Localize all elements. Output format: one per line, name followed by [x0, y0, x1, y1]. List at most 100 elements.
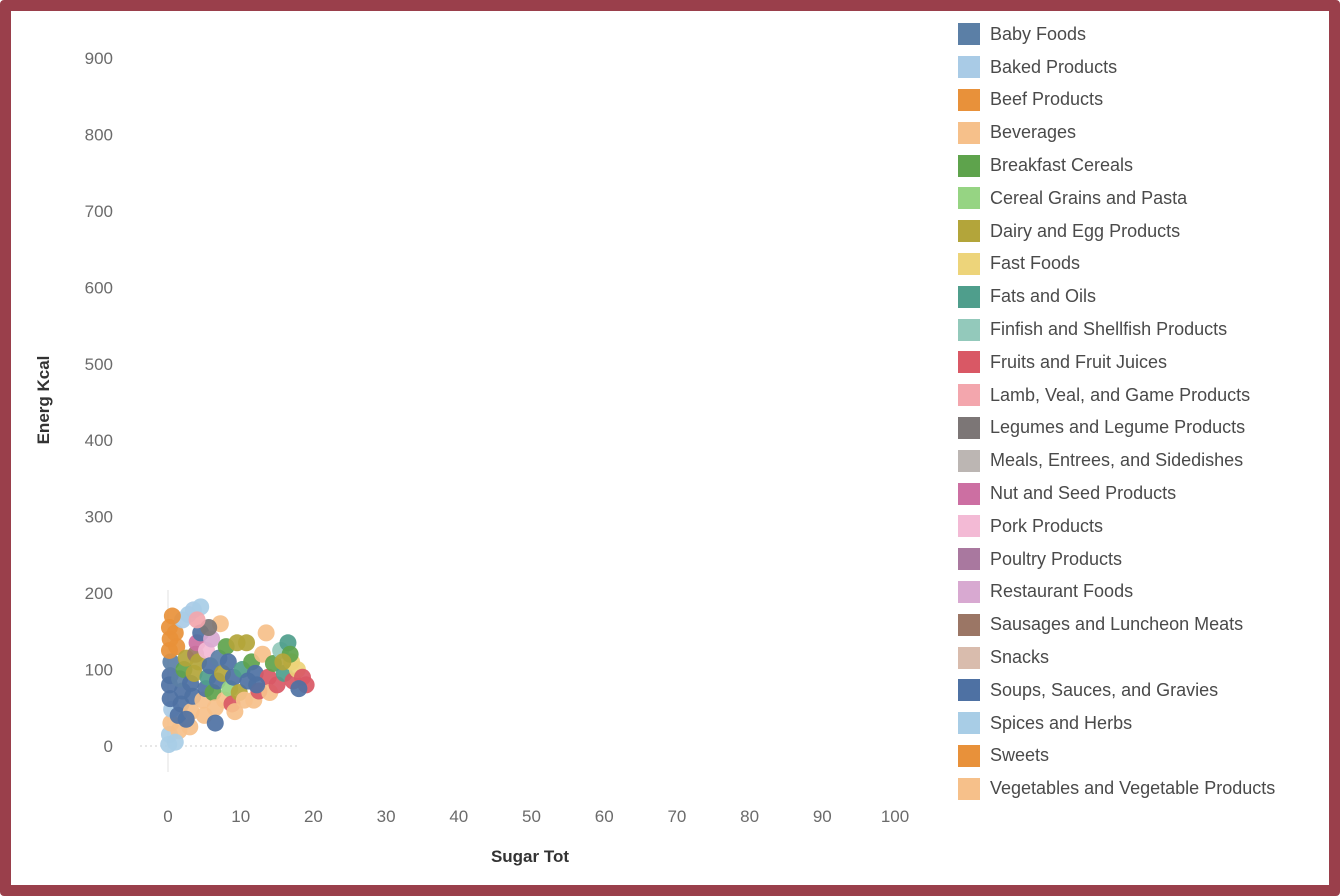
y-tick-label: 400 [85, 431, 113, 450]
y-tick-label: 300 [85, 508, 113, 527]
data-point [226, 703, 244, 721]
legend-item[interactable]: Vegetables and Vegetable Products [958, 772, 1328, 805]
legend-item[interactable]: Baby Foods [958, 18, 1328, 51]
legend-item[interactable]: Restaurant Foods [958, 576, 1328, 609]
data-points [160, 598, 315, 753]
legend-swatch [958, 416, 980, 439]
y-tick-label: 900 [85, 49, 113, 68]
legend-item[interactable]: Spices and Herbs [958, 707, 1328, 740]
x-tick-label: 70 [667, 807, 686, 826]
y-tick-label: 800 [85, 125, 113, 144]
x-tick-label: 40 [449, 807, 468, 826]
legend-swatch [958, 220, 980, 243]
legend-item[interactable]: Cereal Grains and Pasta [958, 182, 1328, 215]
legend-item[interactable]: Breakfast Cereals [958, 149, 1328, 182]
legend-item[interactable]: Finfish and Shellfish Products [958, 313, 1328, 346]
y-axis-title: Energ Kcal [34, 356, 53, 445]
legend-item[interactable]: Nut and Seed Products [958, 477, 1328, 510]
x-tick-label: 50 [522, 807, 541, 826]
data-point [257, 624, 275, 642]
legend-swatch [958, 449, 980, 472]
legend-item[interactable]: Fruits and Fruit Juices [958, 346, 1328, 379]
x-axis-ticks: 0 10 20 30 40 50 60 70 80 90 100 [163, 807, 909, 826]
legend-swatch [958, 318, 980, 341]
legend-label: Soups, Sauces, and Gravies [990, 679, 1219, 700]
legend-label: Legumes and Legume Products [990, 417, 1246, 438]
legend-label: Restaurant Foods [990, 581, 1134, 602]
legend-item[interactable]: Dairy and Egg Products [958, 215, 1328, 248]
data-point [248, 676, 266, 694]
data-point [274, 653, 292, 671]
legend-label: Sausages and Luncheon Meats [990, 614, 1244, 635]
legend-swatch [958, 613, 980, 636]
data-point [163, 607, 181, 625]
legend-item[interactable]: Baked Products [958, 51, 1328, 84]
legend-label: Finfish and Shellfish Products [990, 319, 1228, 340]
legend-item[interactable]: Meals, Entrees, and Sidedishes [958, 444, 1328, 477]
legend-item[interactable]: Soups, Sauces, and Gravies [958, 674, 1328, 707]
legend-swatch [958, 121, 980, 144]
legend-swatch [958, 482, 980, 505]
data-point [192, 598, 210, 616]
x-tick-label: 20 [304, 807, 323, 826]
legend-item[interactable]: Legumes and Legume Products [958, 412, 1328, 445]
legend-label: Dairy and Egg Products [990, 220, 1181, 241]
data-point [168, 638, 186, 656]
legend-label: Beverages [990, 122, 1077, 143]
legend-item[interactable]: Lamb, Veal, and Game Products [958, 379, 1328, 412]
legend-swatch [958, 154, 980, 177]
legend-item[interactable]: Fast Foods [958, 248, 1328, 281]
y-tick-label: 600 [85, 278, 113, 297]
data-point [177, 710, 195, 728]
legend-swatch [958, 56, 980, 79]
data-point [166, 733, 184, 751]
legend-item[interactable]: Sausages and Luncheon Meats [958, 608, 1328, 641]
legend-item[interactable]: Snacks [958, 641, 1328, 674]
data-point [206, 714, 224, 732]
legend-item[interactable]: Beef Products [958, 84, 1328, 117]
data-point [238, 634, 256, 652]
x-axis-title: Sugar Tot [491, 847, 569, 866]
y-tick-label: 0 [104, 737, 113, 756]
legend[interactable]: Baby Foods Baked Products Beef Products Bev… [958, 18, 1328, 805]
legend-swatch [958, 744, 980, 767]
legend-item[interactable]: Fats and Oils [958, 280, 1328, 313]
x-tick-label: 60 [595, 807, 614, 826]
y-tick-label: 700 [85, 202, 113, 221]
legend-label: Sweets [990, 745, 1050, 766]
legend-item[interactable]: Sweets [958, 740, 1328, 773]
legend-label: Poultry Products [990, 548, 1123, 569]
legend-swatch [958, 548, 980, 571]
legend-label: Snacks [990, 647, 1050, 668]
legend-label: Fast Foods [990, 253, 1081, 274]
legend-label: Breakfast Cereals [990, 155, 1134, 176]
legend-item[interactable]: Poultry Products [958, 543, 1328, 576]
legend-swatch [958, 252, 980, 275]
legend-swatch [958, 712, 980, 735]
legend-label: Baby Foods [990, 23, 1087, 44]
legend-label: Spices and Herbs [990, 712, 1133, 733]
legend-swatch [958, 351, 980, 374]
legend-swatch [958, 679, 980, 702]
legend-swatch [958, 285, 980, 308]
legend-label: Fats and Oils [990, 286, 1097, 307]
legend-item[interactable]: Pork Products [958, 510, 1328, 543]
x-tick-label: 30 [377, 807, 396, 826]
x-tick-label: 10 [231, 807, 250, 826]
legend-label: Vegetables and Vegetable Products [990, 778, 1276, 799]
legend-swatch [958, 580, 980, 603]
x-tick-label: 100 [881, 807, 909, 826]
legend-item[interactable]: Beverages [958, 116, 1328, 149]
legend-swatch [958, 777, 980, 800]
legend-swatch [958, 23, 980, 46]
legend-swatch [958, 515, 980, 538]
x-tick-label: 0 [163, 807, 172, 826]
y-tick-label: 200 [85, 584, 113, 603]
legend-label: Beef Products [990, 89, 1104, 110]
legend-label: Baked Products [990, 56, 1118, 77]
legend-label: Nut and Seed Products [990, 483, 1177, 504]
legend-swatch [958, 384, 980, 407]
legend-swatch [958, 187, 980, 210]
